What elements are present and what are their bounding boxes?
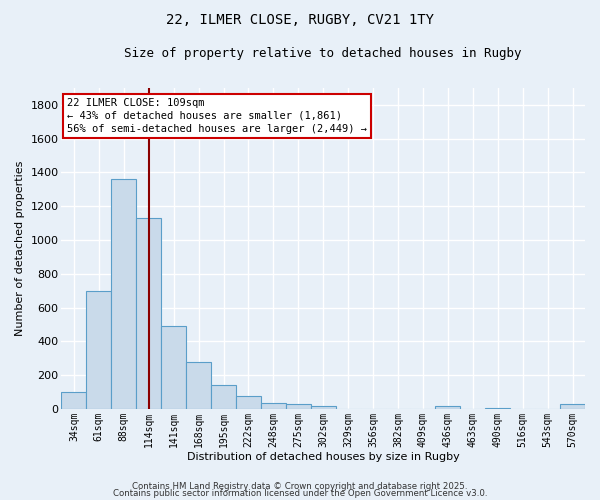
Bar <box>186 362 211 409</box>
Text: 22 ILMER CLOSE: 109sqm
← 43% of detached houses are smaller (1,861)
56% of semi-: 22 ILMER CLOSE: 109sqm ← 43% of detached… <box>67 98 367 134</box>
Text: Contains HM Land Registry data © Crown copyright and database right 2025.: Contains HM Land Registry data © Crown c… <box>132 482 468 491</box>
Bar <box>236 396 261 409</box>
Bar <box>485 408 510 409</box>
Y-axis label: Number of detached properties: Number of detached properties <box>15 161 25 336</box>
Bar <box>211 386 236 409</box>
Title: Size of property relative to detached houses in Rugby: Size of property relative to detached ho… <box>124 48 522 60</box>
Bar <box>261 403 286 409</box>
Bar <box>560 404 585 409</box>
Bar <box>436 406 460 409</box>
Text: Contains public sector information licensed under the Open Government Licence v3: Contains public sector information licen… <box>113 490 487 498</box>
X-axis label: Distribution of detached houses by size in Rugby: Distribution of detached houses by size … <box>187 452 460 462</box>
Bar <box>286 404 311 409</box>
Bar <box>112 179 136 409</box>
Bar <box>311 406 335 409</box>
Bar <box>86 290 112 409</box>
Bar <box>161 326 186 409</box>
Bar <box>61 392 86 409</box>
Text: 22, ILMER CLOSE, RUGBY, CV21 1TY: 22, ILMER CLOSE, RUGBY, CV21 1TY <box>166 12 434 26</box>
Bar <box>136 218 161 409</box>
